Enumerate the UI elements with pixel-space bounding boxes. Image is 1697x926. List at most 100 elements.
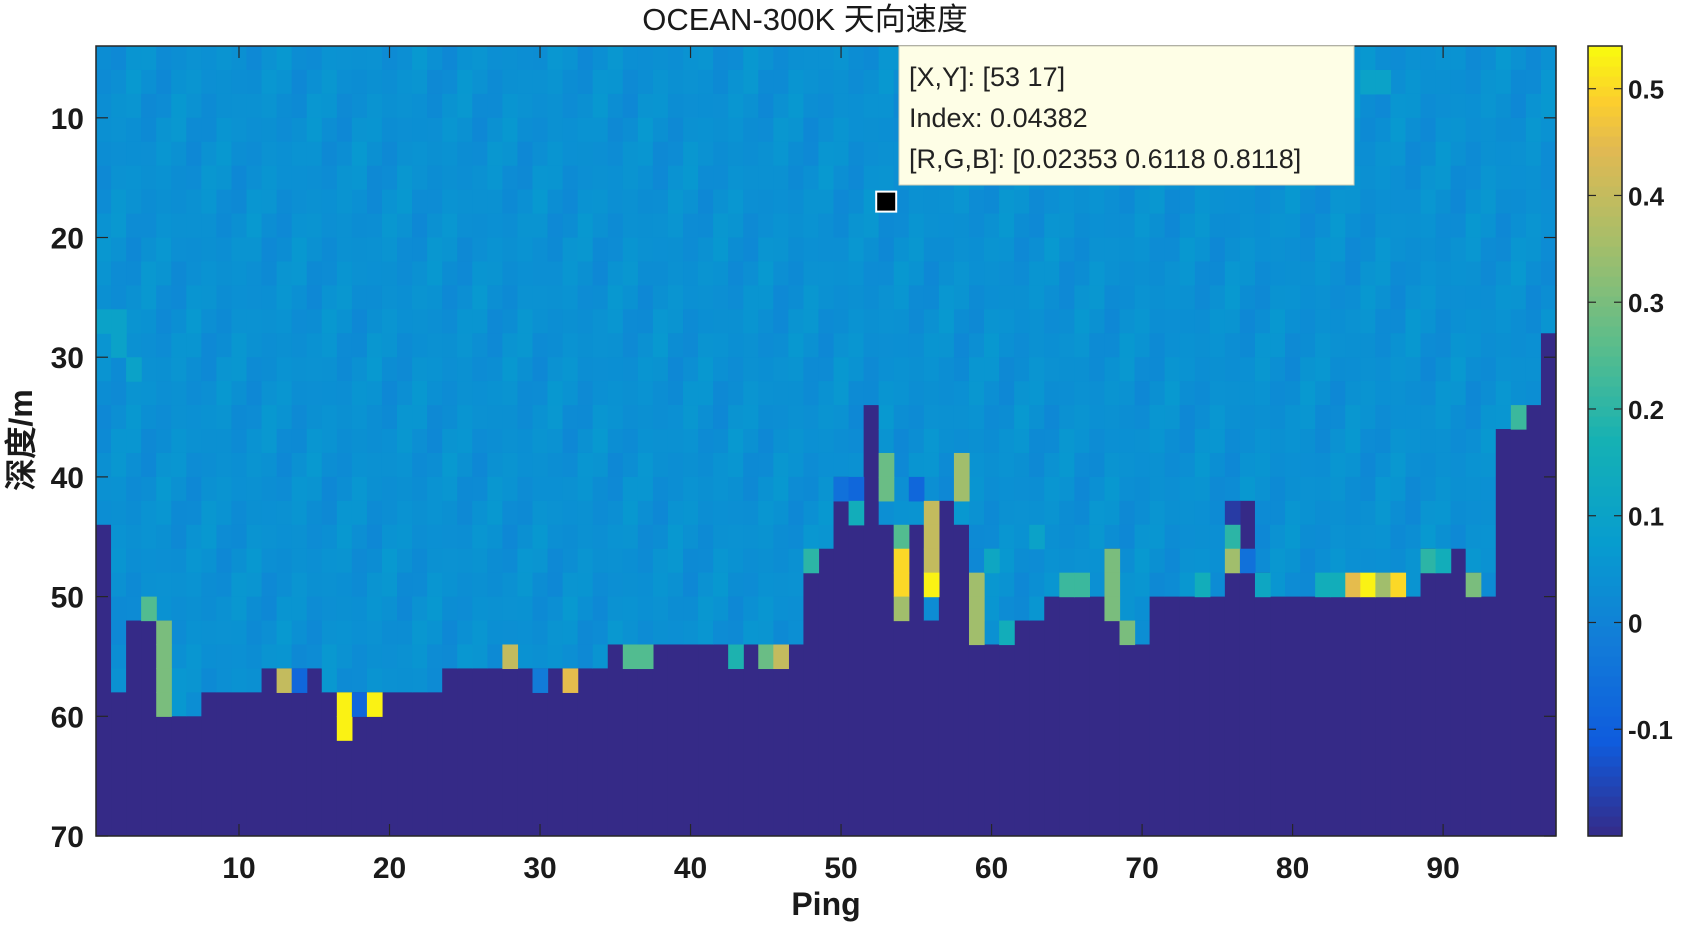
water-cell xyxy=(698,93,714,119)
water-cell xyxy=(532,261,549,286)
water-cell xyxy=(1074,524,1091,550)
water-cell xyxy=(171,285,187,310)
water-cell xyxy=(1014,476,1030,502)
water-cell xyxy=(1405,524,1422,550)
water-cell xyxy=(818,500,835,526)
water-cell xyxy=(592,405,609,430)
water-cell xyxy=(999,261,1015,286)
water-cell xyxy=(412,46,428,71)
water-cell xyxy=(652,452,669,478)
water-cell xyxy=(397,405,413,430)
water-cell xyxy=(126,524,142,550)
water-cell xyxy=(1300,189,1316,215)
water-cell xyxy=(502,69,519,95)
water-cell xyxy=(607,69,624,95)
water-cell xyxy=(1390,429,1407,454)
water-cell xyxy=(818,189,835,215)
water-cell xyxy=(1480,285,1497,310)
water-cell xyxy=(652,429,669,454)
water-cell xyxy=(743,285,759,310)
water-cell xyxy=(622,309,639,334)
colorbar-segment xyxy=(1588,746,1622,757)
anomaly-cell xyxy=(336,716,353,741)
water-cell xyxy=(1510,117,1527,143)
water-cell xyxy=(457,261,473,286)
water-cell xyxy=(1119,381,1136,406)
water-cell xyxy=(1480,476,1497,502)
x-tick-label: 50 xyxy=(824,852,857,885)
water-cell xyxy=(1465,69,1482,95)
water-cell xyxy=(999,189,1015,215)
water-cell xyxy=(261,189,278,215)
water-cell xyxy=(1495,46,1512,71)
water-cell xyxy=(306,452,323,478)
water-cell xyxy=(1510,69,1527,95)
water-cell xyxy=(667,261,684,286)
water-cell xyxy=(1074,213,1091,239)
colorbar-segment xyxy=(1588,606,1622,617)
seabed-column xyxy=(1149,596,1166,836)
water-cell xyxy=(999,357,1015,382)
water-cell xyxy=(351,596,368,622)
water-cell xyxy=(1074,357,1091,382)
anomaly-cell xyxy=(1345,572,1361,598)
water-cell xyxy=(607,381,624,406)
water-cell xyxy=(1480,93,1497,119)
water-cell xyxy=(457,189,473,215)
water-cell xyxy=(788,357,805,382)
water-cell xyxy=(261,261,278,286)
water-cell xyxy=(1420,285,1437,310)
water-cell xyxy=(848,46,865,71)
colorbar-segment xyxy=(1588,286,1622,297)
water-cell xyxy=(713,405,729,430)
water-cell xyxy=(216,141,233,167)
water-cell xyxy=(1300,548,1316,574)
water-cell xyxy=(96,405,112,430)
water-cell xyxy=(1149,213,1166,239)
water-cell xyxy=(1179,524,1196,550)
water-cell xyxy=(126,46,142,71)
datatip-marker[interactable] xyxy=(875,190,898,213)
water-cell xyxy=(1149,309,1166,334)
water-cell xyxy=(788,261,805,286)
water-cell xyxy=(577,141,594,167)
water-cell xyxy=(306,596,323,622)
colorbar-segment xyxy=(1588,806,1622,817)
water-cell xyxy=(999,285,1015,310)
water-cell xyxy=(96,476,112,502)
water-cell xyxy=(487,476,503,502)
water-cell xyxy=(487,644,503,670)
water-cell xyxy=(1375,452,1392,478)
water-cell xyxy=(683,165,699,191)
water-cell xyxy=(577,237,594,263)
water-cell xyxy=(532,405,549,430)
water-cell xyxy=(201,381,218,406)
water-cell xyxy=(788,213,805,239)
water-cell xyxy=(1525,261,1542,286)
water-cell xyxy=(1405,381,1422,406)
water-cell xyxy=(758,620,774,646)
water-cell xyxy=(1390,405,1407,430)
water-cell xyxy=(1300,405,1316,430)
water-cell xyxy=(517,548,534,574)
water-cell xyxy=(1285,381,1301,406)
seabed-column xyxy=(487,668,503,836)
water-cell xyxy=(893,381,910,406)
water-cell xyxy=(156,476,172,502)
water-cell xyxy=(1285,405,1301,430)
water-cell xyxy=(1390,261,1407,286)
water-cell xyxy=(818,69,835,95)
seabed-column xyxy=(788,644,805,836)
anomaly-cell xyxy=(893,524,910,550)
water-cell xyxy=(562,452,579,478)
water-cell xyxy=(502,46,519,71)
water-cell xyxy=(728,285,744,310)
water-cell xyxy=(472,141,488,167)
water-cell xyxy=(336,261,353,286)
datatip[interactable]: [X,Y]: [53 17] Index: 0.04382 [R,G,B]: [… xyxy=(875,45,1355,213)
water-cell xyxy=(231,405,248,430)
water-cell xyxy=(1194,261,1211,286)
water-cell xyxy=(637,117,654,143)
water-cell xyxy=(231,46,248,71)
water-cell xyxy=(1254,309,1271,334)
